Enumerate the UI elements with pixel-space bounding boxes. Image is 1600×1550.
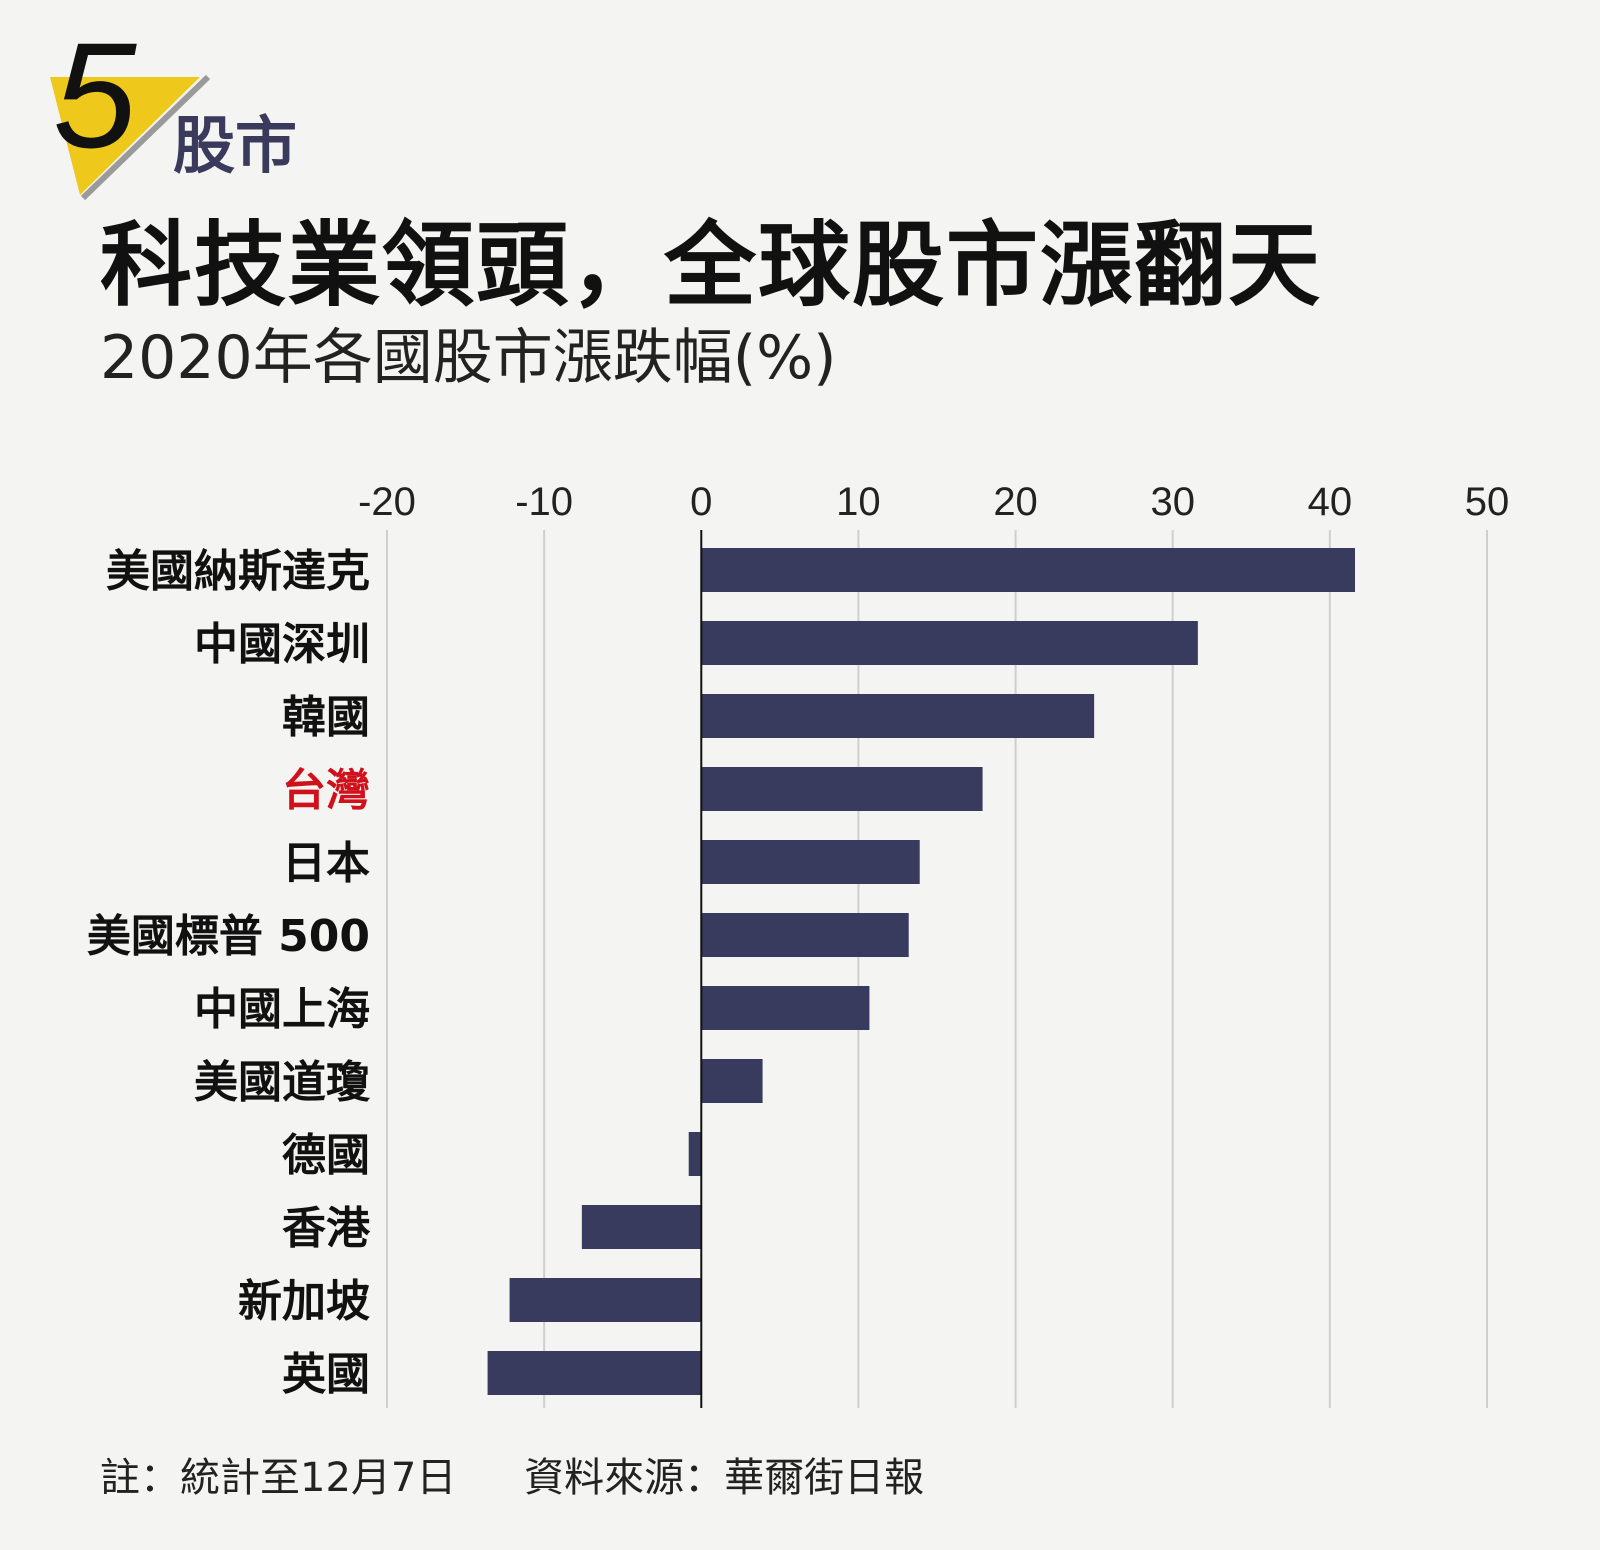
bar <box>688 1132 702 1176</box>
category-label: 美國道瓊 <box>194 1057 371 1108</box>
x-tick-label: -10 <box>515 480 573 524</box>
category-label: 香港 <box>282 1203 371 1254</box>
x-tick-label: 0 <box>690 480 712 524</box>
badge-triangle-icon <box>50 74 211 201</box>
x-tick-label: 10 <box>836 480 881 524</box>
category-label: 中國上海 <box>194 984 370 1035</box>
category-label: 德國 <box>282 1130 370 1181</box>
category-label: 美國標普 500 <box>87 911 370 962</box>
chart-subtitle: 2020年各國股市漲跌幅(%) <box>100 323 837 393</box>
page-title: 科技業領頭，全球股市漲翻天 <box>100 212 1323 319</box>
bar <box>509 1278 702 1322</box>
section-label: 股市 <box>173 109 298 182</box>
x-tick-label: -20 <box>358 480 416 524</box>
footnote-source: 資料來源：華爾街日報 <box>524 1455 925 1501</box>
bar <box>487 1351 702 1395</box>
x-tick-label: 30 <box>1150 480 1195 524</box>
bar <box>701 986 870 1030</box>
footnote-note: 註：統計至12月7日 <box>100 1455 457 1501</box>
section-badge: 5 股市 <box>45 20 345 210</box>
category-label: 英國 <box>282 1349 370 1400</box>
x-tick-label: 20 <box>993 480 1038 524</box>
x-tick-label: 50 <box>1465 480 1510 524</box>
category-label: 韓國 <box>282 692 370 743</box>
category-label: 新加坡 <box>238 1276 370 1327</box>
category-label: 美國納斯達克 <box>106 546 370 597</box>
bar <box>701 621 1198 665</box>
category-label: 日本 <box>282 838 370 889</box>
bar <box>701 840 920 884</box>
bar <box>701 548 1355 592</box>
bar <box>701 913 909 957</box>
bar <box>701 767 983 811</box>
footnote: 註：統計至12月7日 資料來源：華爾街日報 <box>100 1445 979 1503</box>
bar <box>701 1059 763 1103</box>
section-number: 5 <box>53 11 137 179</box>
x-tick-label: 40 <box>1308 480 1353 524</box>
category-label: 中國深圳 <box>194 619 370 670</box>
category-label: 台灣 <box>282 765 370 816</box>
bar <box>701 694 1095 738</box>
bar <box>581 1205 702 1249</box>
